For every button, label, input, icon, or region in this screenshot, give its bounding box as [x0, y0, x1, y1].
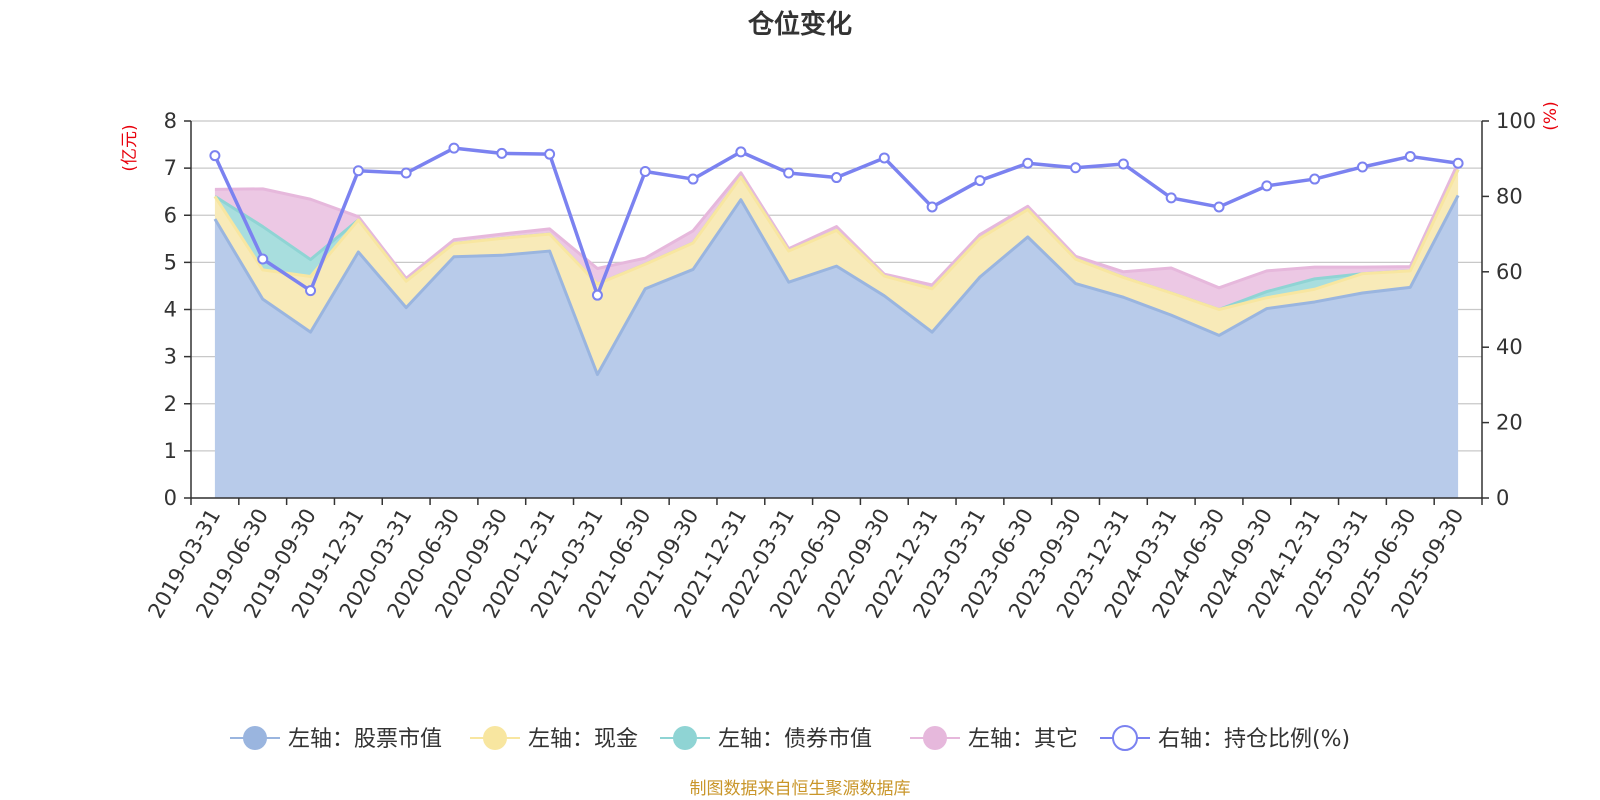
ratio-point — [591, 289, 603, 301]
left-tick-label: 8 — [164, 109, 177, 133]
right-tick-label: 20 — [1496, 411, 1523, 435]
ratio-point — [831, 172, 842, 184]
right-tick-label: 100 — [1496, 109, 1536, 133]
ratio-point — [544, 148, 556, 160]
left-tick-label: 4 — [164, 298, 177, 322]
legend-label: 左轴：其它 — [968, 727, 1078, 752]
chart-title: 仓位变化 — [747, 9, 852, 40]
right-axis-unit: (%) — [1541, 101, 1561, 130]
left-tick-label: 0 — [164, 486, 177, 510]
ratio-point — [1022, 157, 1034, 169]
ratio-point — [639, 166, 651, 178]
ratio-point — [257, 253, 269, 265]
ratio-point — [1261, 180, 1273, 192]
legend-swatch-marker — [483, 726, 507, 750]
right-tick-label: 80 — [1496, 184, 1523, 208]
ratio-point — [209, 150, 221, 162]
legend-swatch-marker — [243, 726, 267, 750]
plot-areas — [213, 162, 1460, 498]
ratio-point — [974, 175, 986, 187]
legend: 左轴：股票市值 左轴：现金 左轴：债券市值 左轴：其它 右轴：持仓比例(%) — [230, 725, 1350, 752]
ratio-point — [1452, 157, 1464, 169]
legend-label: 左轴：债券市值 — [718, 727, 872, 752]
legend-item-4: 左轴：其它 — [910, 726, 1078, 752]
ratio-point — [496, 147, 508, 159]
ratio-point — [783, 167, 795, 179]
ratio-point — [1117, 158, 1129, 170]
legend-item-2: 左轴：现金 — [470, 726, 638, 752]
ratio-point — [687, 173, 699, 185]
source-note: 制图数据来自恒生聚源数据库 — [690, 779, 911, 799]
ratio-point — [1213, 201, 1225, 213]
left-tick-label: 7 — [164, 156, 177, 180]
left-axis-unit: (亿元) — [120, 124, 140, 171]
ratio-line-layer — [209, 142, 1464, 301]
legend-item-1: 左轴：股票市值 — [230, 726, 442, 752]
left-tick-label: 3 — [164, 345, 177, 369]
ratio-point — [878, 152, 890, 164]
ratio-point — [352, 165, 364, 177]
ratio-point — [1165, 192, 1177, 204]
legend-item-3: 左轴：债券市值 — [660, 726, 872, 752]
ratio-point — [1356, 161, 1368, 173]
left-tick-label: 2 — [164, 392, 177, 416]
ratio-point — [1309, 173, 1321, 185]
legend-label: 右轴：持仓比例(%) — [1158, 727, 1350, 752]
legend-swatch-marker — [673, 726, 697, 750]
area-1 — [214, 195, 1459, 498]
area-1-outline — [213, 194, 1460, 377]
ratio-point — [1070, 162, 1082, 174]
right-tick-label: 40 — [1496, 335, 1523, 359]
legend-swatch-marker — [1112, 725, 1138, 751]
legend-label: 左轴：股票市值 — [288, 727, 442, 752]
ratio-point — [1404, 150, 1416, 162]
left-tick-label: 6 — [164, 203, 177, 227]
ratio-point — [400, 167, 412, 179]
left-tick-label: 1 — [164, 439, 177, 463]
area-4-outline — [214, 162, 1460, 290]
right-tick-label: 0 — [1496, 486, 1509, 510]
right-tick-label: 60 — [1496, 260, 1523, 284]
ratio-point — [735, 146, 747, 158]
legend-item-5: 右轴：持仓比例(%) — [1100, 725, 1350, 752]
area-4 — [214, 162, 1459, 310]
legend-swatch-marker — [923, 726, 947, 750]
ratio-point — [305, 285, 317, 297]
legend-label: 左轴：现金 — [528, 727, 638, 752]
ratio-point — [926, 201, 938, 213]
left-tick-label: 5 — [164, 250, 177, 274]
area-2-outline — [213, 168, 1460, 311]
ratio-point — [448, 142, 460, 154]
